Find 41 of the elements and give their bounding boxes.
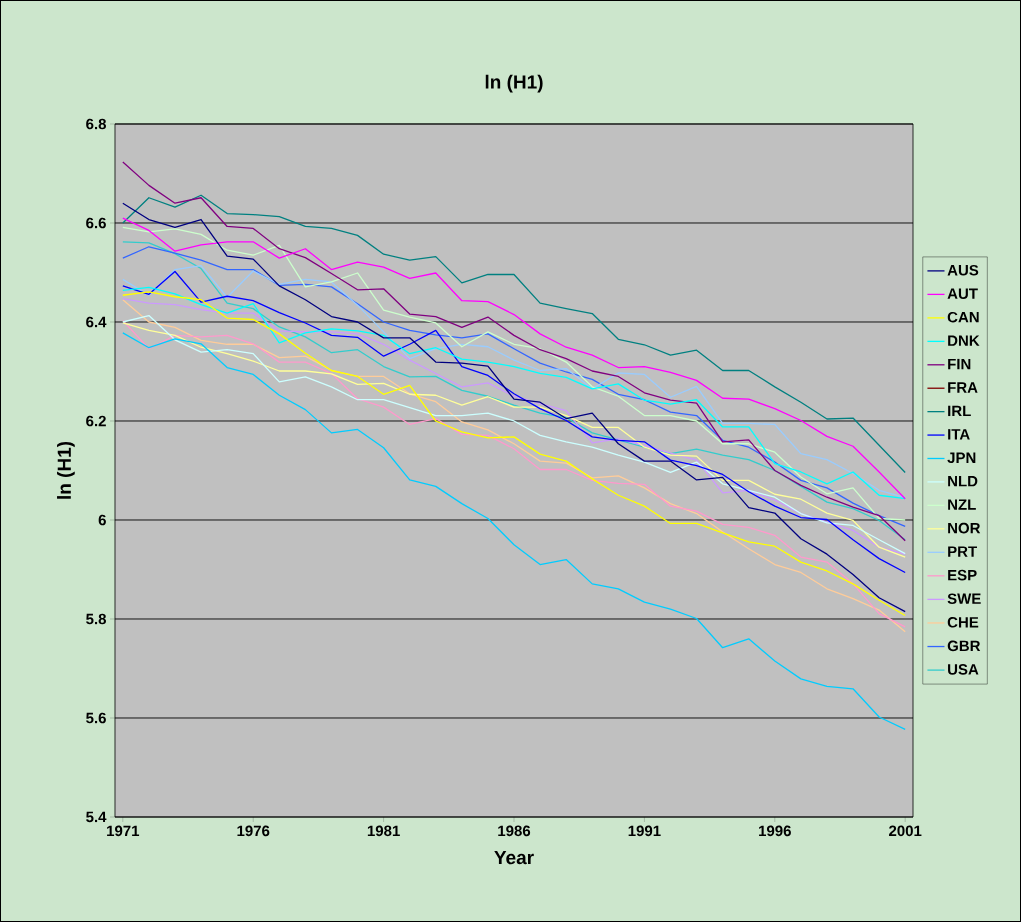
x-tick-label: 1981	[367, 825, 400, 837]
line-series	[122, 194, 906, 474]
legend-label: AUT	[947, 288, 978, 299]
legend-label: IRL	[948, 405, 971, 417]
line-series	[122, 270, 906, 574]
x-tick-label: 1996	[759, 825, 791, 837]
x-tick-label: 1971	[107, 825, 140, 837]
legend-label: SWE	[947, 593, 981, 605]
legend-label: NZL	[948, 499, 976, 510]
legend-label: FRA	[948, 382, 978, 393]
y-tick-label: 6.2	[86, 415, 106, 427]
legend-label: PRT	[948, 546, 977, 557]
x-tick-label: 1986	[498, 825, 531, 837]
line-series	[122, 202, 906, 613]
legend-label: AUS	[947, 264, 979, 276]
legend-label: ESP	[948, 569, 977, 581]
legend-label: FIN	[948, 358, 971, 370]
chart-title: ln (H1)	[485, 74, 543, 93]
x-axis-title: Year	[494, 851, 534, 865]
legend-label: ITA	[948, 429, 970, 440]
y-tick-label: 6.4	[86, 316, 107, 328]
legend-label: CAN	[947, 311, 979, 323]
legend-label: NOR	[948, 522, 981, 534]
line-series	[122, 332, 906, 731]
y-tick-label: 5.8	[86, 613, 106, 625]
legend-label: NLD	[948, 475, 978, 487]
legend-label: JPN	[947, 452, 976, 464]
y-tick-label: 6	[98, 514, 106, 526]
x-tick-label: 2001	[889, 825, 922, 837]
legend-label: GBR	[947, 640, 981, 652]
y-tick-label: 6.8	[86, 118, 106, 130]
legend-label: DNK	[948, 335, 980, 346]
x-tick-label: 1991	[628, 825, 661, 837]
x-tick-label: 1976	[237, 825, 270, 837]
y-tick-label: 5.4	[86, 811, 107, 823]
legend-label: CHE	[947, 616, 979, 628]
line-series	[122, 161, 906, 542]
y-axis-title: ln (H1)	[57, 441, 75, 499]
legend-label: USA	[948, 664, 979, 675]
y-tick-label: 6.6	[86, 217, 106, 229]
y-tick-label: 5.6	[86, 712, 106, 724]
